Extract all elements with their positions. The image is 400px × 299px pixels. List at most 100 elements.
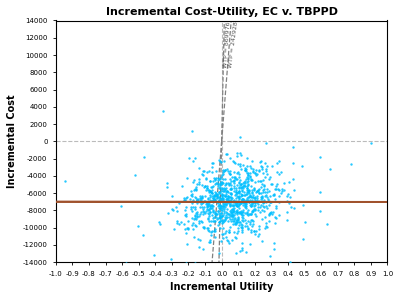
Point [265,199,272,204]
Point [220,204,226,209]
Point [212,218,218,223]
Point [223,151,230,156]
Point [216,219,222,224]
Point [234,204,240,209]
Point [276,200,282,205]
Point [210,199,216,204]
Point [164,180,170,185]
Point [243,185,250,190]
Point [226,183,232,188]
Point [258,164,264,169]
Point [258,193,265,198]
Point [206,190,212,195]
Point [226,240,233,245]
Point [264,195,270,199]
Point [228,192,234,196]
Point [222,218,229,222]
Point [213,180,219,185]
Point [272,197,278,202]
Point [214,194,220,199]
Point [266,176,272,181]
Point [246,203,253,208]
Point [212,198,218,203]
Point [178,219,184,224]
Point [243,200,249,205]
Point [219,219,225,224]
Point [281,181,287,186]
Point [207,178,213,183]
Point [245,195,252,200]
Point [220,232,226,237]
Point [220,169,227,174]
Point [184,195,190,199]
Point [215,195,221,199]
Point [235,194,242,199]
Point [252,180,258,184]
Point [207,206,214,211]
Point [236,190,242,195]
Point [226,212,232,216]
Point [233,196,240,201]
Point [171,227,178,232]
Point [208,218,214,223]
Point [210,204,217,209]
Point [286,180,293,185]
Point [192,223,198,228]
Point [236,196,242,201]
Point [218,213,225,218]
Point [256,199,262,204]
Point [197,199,203,204]
Point [259,181,266,186]
Point [222,230,228,235]
Point [239,197,245,202]
Point [220,200,226,205]
Point [216,195,222,199]
Point [218,193,225,198]
Point [262,193,268,198]
Point [234,183,240,187]
Point [260,204,267,209]
Point [290,161,296,166]
Point [245,218,251,223]
Point [206,228,212,233]
Point [231,177,238,182]
Point [249,177,255,182]
Point [234,220,240,225]
Point [242,250,249,254]
Point [232,193,239,198]
Point [207,240,214,245]
Point [190,198,197,203]
Point [240,216,246,220]
Point [227,199,233,204]
Point [205,210,211,215]
Point [290,144,296,149]
Point [241,201,247,205]
Point [226,201,232,205]
Point [236,188,242,193]
Point [235,211,242,216]
Point [220,211,227,216]
Point [220,180,227,185]
Point [284,217,290,222]
Point [233,188,240,193]
Point [238,199,245,204]
Point [220,226,226,231]
Point [214,201,221,205]
Point [220,186,226,191]
Point [241,218,248,223]
Point [238,192,244,197]
Point [206,200,212,205]
Point [245,190,252,195]
Point [316,155,323,159]
Point [217,184,223,189]
Point [188,189,195,193]
Point [244,182,251,187]
Point [243,192,249,196]
Point [216,251,222,255]
Point [198,219,205,224]
Point [226,228,232,232]
Point [189,223,195,228]
Point [243,169,249,173]
Point [219,180,225,185]
Point [236,202,242,207]
